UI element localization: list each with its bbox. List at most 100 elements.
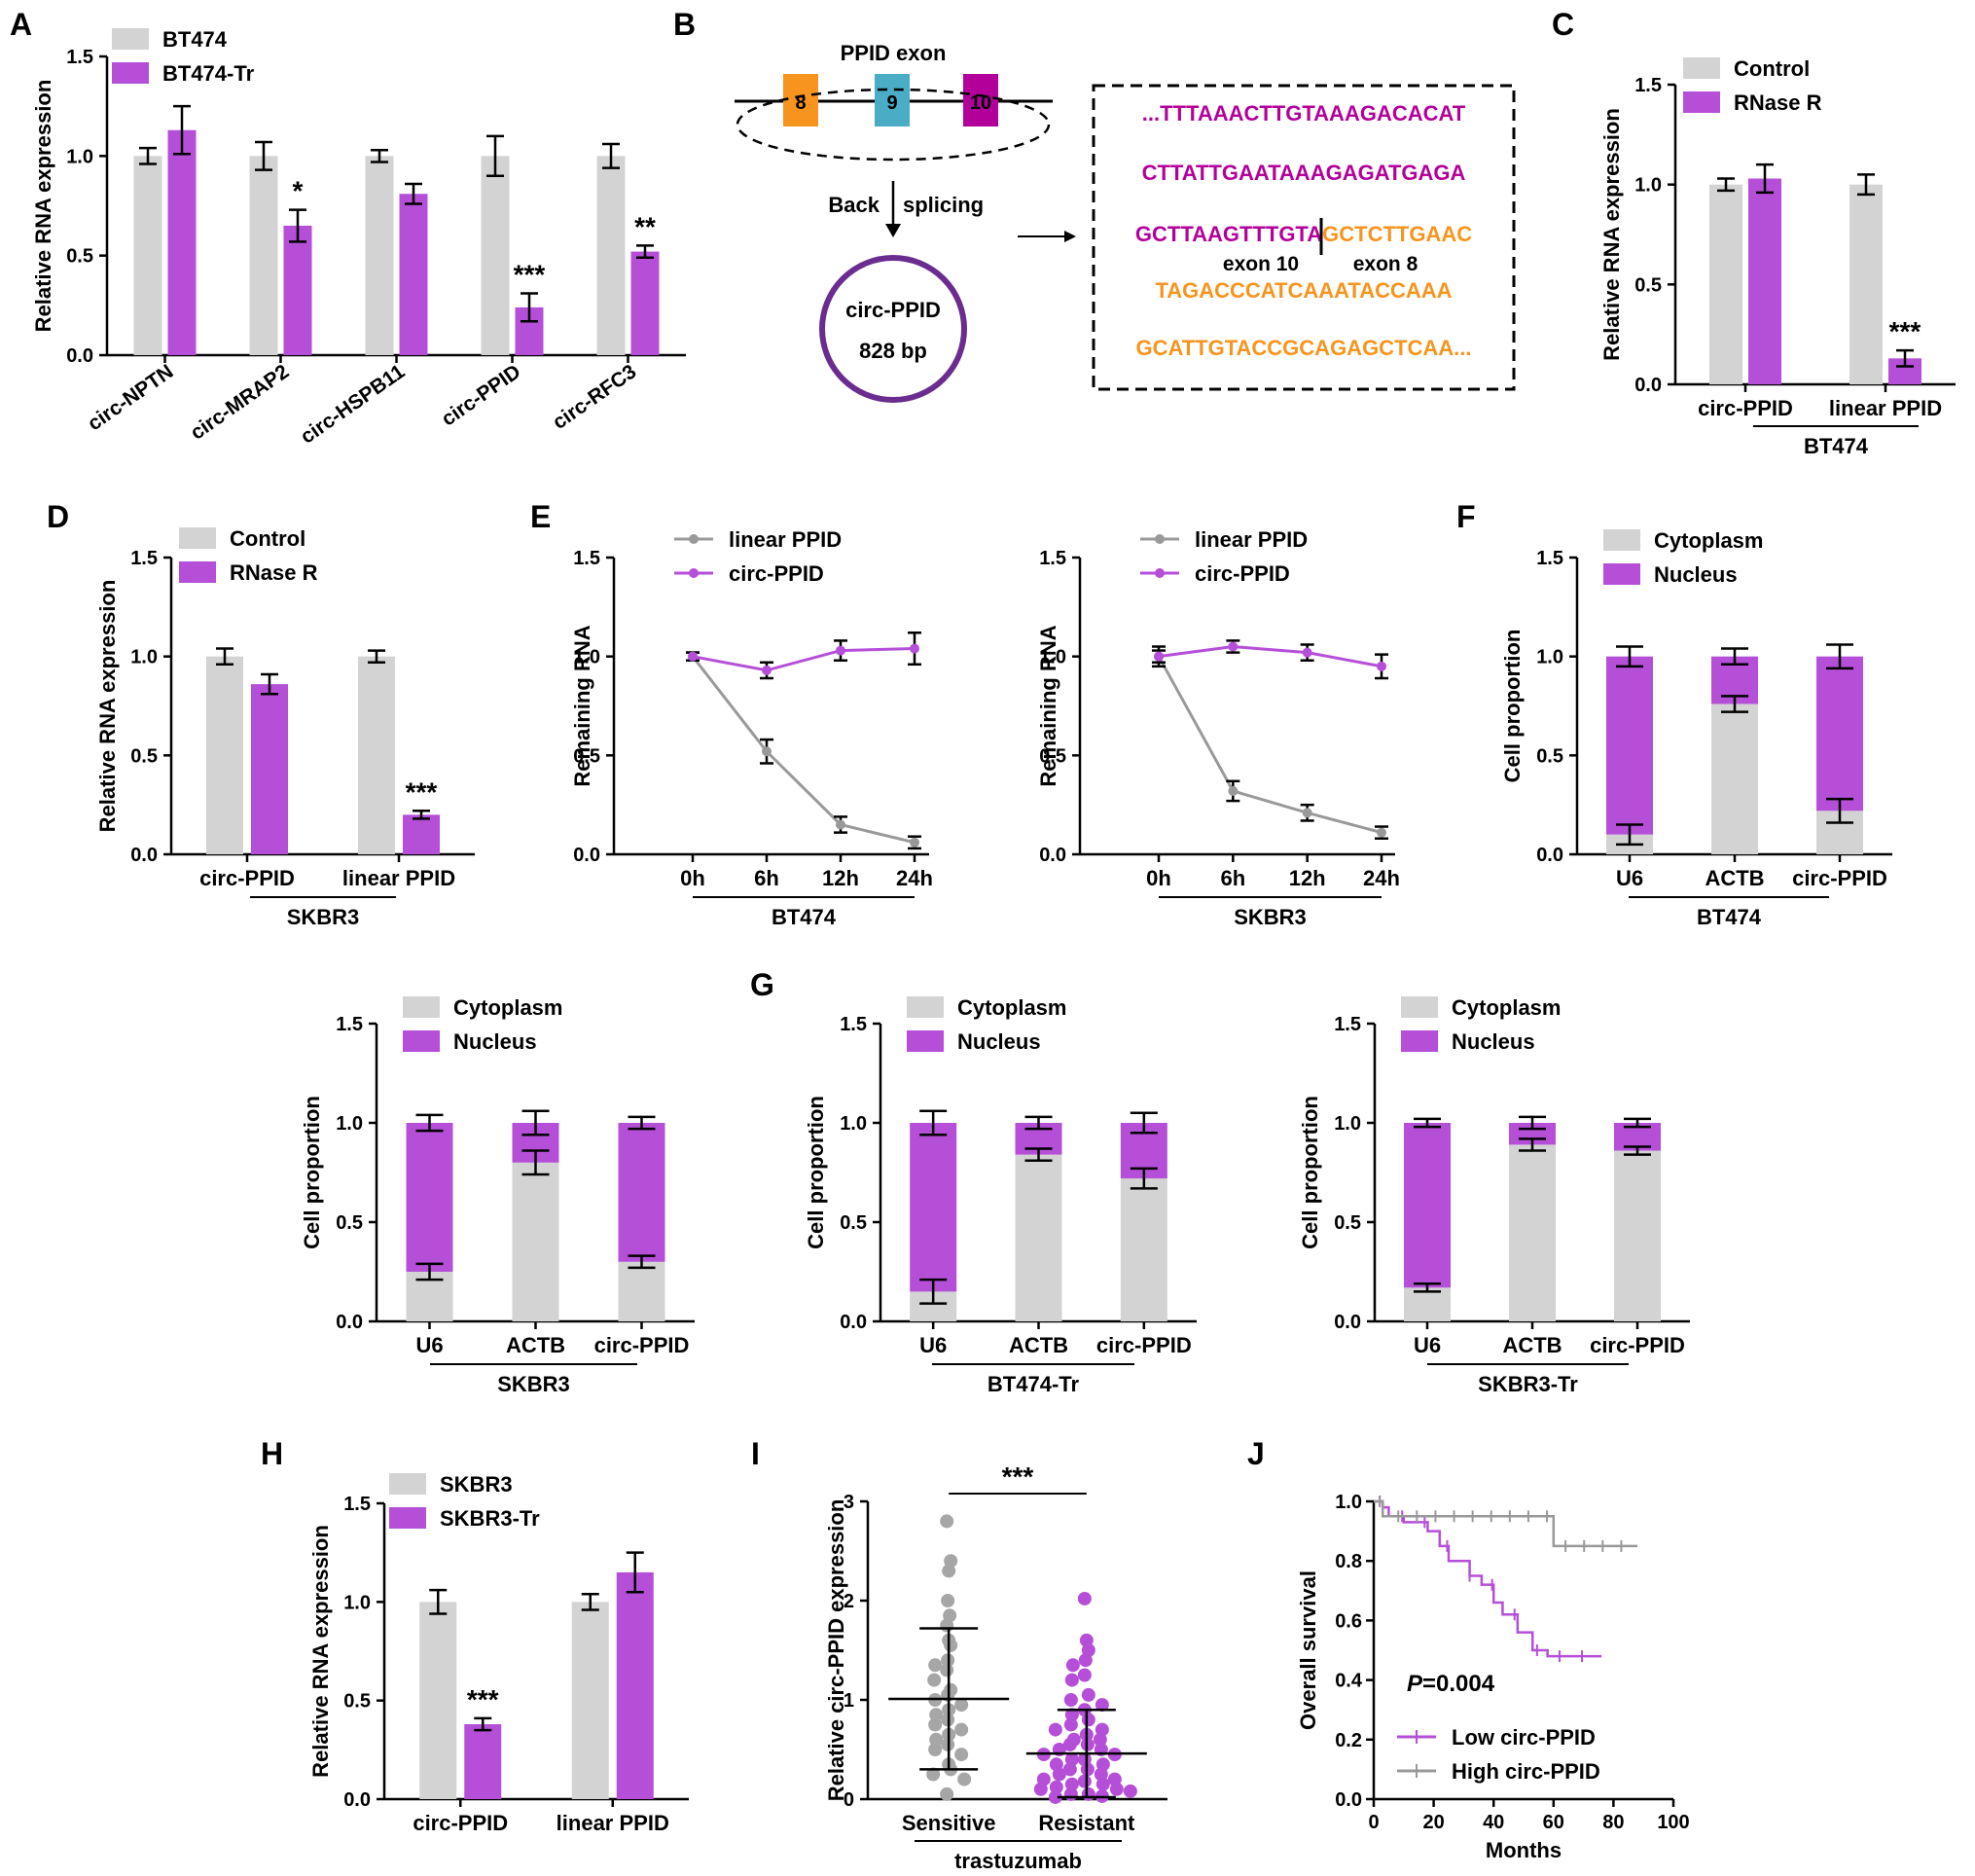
legend-label-0: linear PPID (729, 527, 842, 552)
legend-label-1: RNase R (230, 560, 318, 585)
y-tick-label: 1.0 (130, 647, 158, 668)
bar-cytoplasm-ACTB (512, 1162, 559, 1321)
legend-marker-1 (1155, 568, 1165, 578)
x-tick-label: circ-PPID (1590, 1333, 1685, 1357)
sequence-box (1092, 84, 1516, 391)
legend-swatch-1 (1683, 91, 1720, 113)
scatter-point-Sensitive (927, 1673, 942, 1687)
y-tick-label: 0.0 (1634, 375, 1662, 396)
scatter-point-Resistant (1064, 1708, 1079, 1722)
x-tick-label: 20 (1422, 1812, 1444, 1833)
group-label: BT474 (1804, 434, 1869, 458)
error-bar-cytoplasm (415, 1262, 444, 1281)
x-tick-label: 6h (754, 866, 779, 890)
splice-loop (736, 88, 1051, 162)
arrowhead (885, 224, 901, 237)
error-bar (474, 1716, 492, 1732)
error-bar (371, 148, 388, 163)
x-tick-label: ACTB (1502, 1333, 1562, 1357)
legend-label-0: Cytoplasm (1654, 528, 1763, 553)
series-line-linear PPID (1157, 655, 1382, 835)
x-tick-label: circ-NPTN (84, 360, 177, 435)
error-bar-nucleus (1624, 1117, 1651, 1129)
legend-label-1: SKBR3-Tr (440, 1506, 540, 1531)
y-tick-label: 1.5 (336, 1014, 363, 1035)
data-point-linear PPID (1302, 808, 1312, 818)
bar-RNase R-circ-PPID (1748, 178, 1781, 384)
legend-label-0: Control (230, 526, 305, 551)
panel-letter-G: G (750, 967, 774, 1002)
group-label: BT474 (772, 905, 837, 929)
error-bar-cytoplasm (1826, 797, 1853, 824)
y-tick-label: 0.5 (1634, 274, 1662, 296)
p-value-annotation: P=0.004 (1407, 1671, 1495, 1697)
y-tick-label: 3 (844, 1492, 854, 1513)
data-point-circ-PPID (1302, 647, 1312, 658)
y-tick-label: 0.5 (840, 1212, 867, 1234)
data-point-linear PPID (836, 819, 845, 830)
error-bar-nucleus (1024, 1115, 1053, 1131)
bar-SKBR3-linear PPID (571, 1602, 609, 1799)
significance-mark: * (293, 176, 304, 206)
exon-number: 8 (795, 92, 806, 114)
legend-swatch-1 (389, 1507, 426, 1529)
legend-swatch-0 (112, 28, 149, 50)
error-bar-nucleus (628, 1115, 656, 1131)
y-tick-label: 1.0 (1334, 1113, 1361, 1135)
panel-letter-J: J (1247, 1436, 1265, 1471)
legend-marker-1 (689, 568, 699, 578)
x-tick-label: Resistant (1038, 1811, 1135, 1835)
y-tick-label: 1.0 (840, 1113, 867, 1135)
scatter-point-Sensitive (944, 1554, 958, 1569)
legend-label-1: Nucleus (1452, 1029, 1535, 1054)
y-tick-label: 0.0 (336, 1312, 363, 1333)
legend-swatch-1 (112, 62, 149, 84)
scatter-point-Sensitive (954, 1722, 969, 1737)
legend-swatch-0 (1603, 529, 1640, 551)
junction-right-label: exon 8 (1353, 253, 1418, 275)
x-tick-label: U6 (415, 1333, 443, 1357)
significance-mark: *** (1889, 316, 1921, 346)
x-tick-label: circ-PPID (1792, 866, 1887, 890)
legend-label-0: Control (1734, 56, 1810, 81)
legend-label-1: BT474-Tr (162, 61, 255, 86)
sequence-line-0: ...TTTAAACTTGTAAAGACACAT (1142, 101, 1466, 126)
x-tick-label: circ-PPID (413, 1811, 508, 1835)
scatter-point-Sensitive (957, 1772, 972, 1786)
x-tick-label: 6h (1220, 866, 1245, 890)
y-tick-label: 0.5 (336, 1212, 363, 1234)
scatter-point-Resistant (1052, 1767, 1066, 1782)
x-tick-label: 24h (1363, 866, 1400, 890)
x-tick-label: Sensitive (902, 1811, 996, 1835)
error-bar (429, 1588, 448, 1615)
scatter-point-Sensitive (928, 1717, 943, 1732)
scatter-point-Resistant (1077, 1774, 1092, 1788)
y-tick-label: 0.4 (1335, 1671, 1363, 1692)
bar-BT474-circ-MRAP2 (249, 156, 278, 355)
significance-mark: ** (634, 211, 656, 241)
bar-nucleus-U6 (406, 1123, 453, 1272)
survival-curve-Low circ-PPID (1374, 1499, 1602, 1658)
error-bar-nucleus (1616, 645, 1643, 668)
x-tick-label: 24h (896, 866, 933, 890)
legend-label-0: Low circ-PPID (1452, 1725, 1596, 1750)
bar-BT474-circ-NPTN (133, 156, 162, 355)
error-bar (1857, 173, 1875, 197)
y-tick-label: 0.0 (343, 1789, 371, 1811)
back-label: Back (828, 193, 880, 217)
error-bar-cytoplasm (628, 1254, 656, 1270)
exon-number: 9 (886, 92, 897, 114)
group-label: SKBR3 (497, 1372, 570, 1396)
scatter-point-Resistant (1063, 1693, 1078, 1707)
error-bar (1756, 162, 1774, 195)
bar-SKBR3-circ-PPID (419, 1602, 457, 1799)
scatter-point-Sensitive (940, 1786, 954, 1801)
panel-letter-D: D (47, 499, 69, 534)
x-tick-label: 0h (680, 866, 705, 890)
y-tick-label: 1.5 (1536, 548, 1563, 569)
bar-BT474-Tr-circ-MRAP2 (283, 225, 312, 355)
error-bar (521, 292, 538, 323)
scatter-point-Sensitive (928, 1743, 943, 1756)
y-tick-label: 1.0 (336, 1113, 363, 1135)
bar-cytoplasm-ACTB (1015, 1154, 1062, 1321)
